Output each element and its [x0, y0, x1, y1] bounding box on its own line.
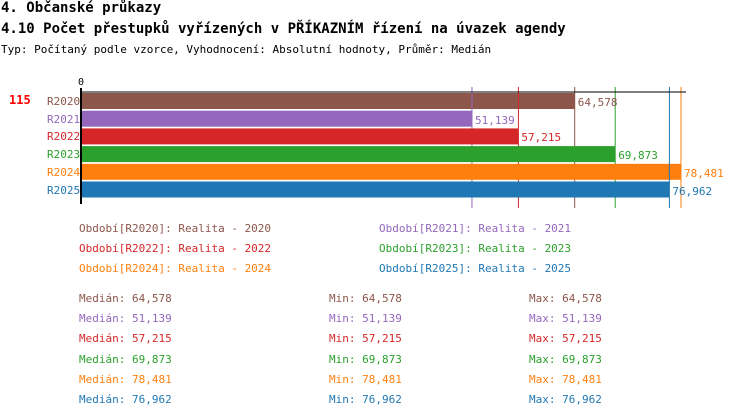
bar-R2023 — [81, 146, 616, 163]
stat-max: Max: 76,962 — [529, 393, 602, 406]
stat-min: Min: 78,481 — [329, 372, 402, 386]
section-title: 4. Občanské průkazy — [1, 0, 162, 16]
stat-median: Medián: 51,139 — [79, 312, 172, 326]
legend-entry: Období[R2023]: Realita - 2023 — [379, 242, 572, 255]
bar-R2020 — [81, 93, 575, 109]
legend-entry: Období[R2024]: Realita - 2024 — [79, 262, 272, 275]
stat-median: Medián: 78,481 — [79, 372, 172, 386]
data-label: 69,873 — [618, 149, 658, 163]
chart-title: 4.10 Počet přestupků vyřízených v PŘÍKAZ… — [1, 21, 566, 37]
stat-min: Min: 64,578 — [329, 292, 402, 305]
stat-median: Medián: 76,962 — [79, 393, 172, 406]
bar-R2021 — [81, 110, 472, 127]
category-label: R2023 — [47, 148, 81, 162]
category-label: R2021 — [47, 112, 81, 126]
data-label: 51,139 — [474, 113, 515, 127]
data-label: 64,578 — [577, 96, 618, 109]
legend-entry: Období[R2020]: Realita - 2020 — [79, 222, 272, 235]
category-label: R2020 — [47, 95, 81, 108]
stat-min: Min: 51,139 — [329, 312, 402, 326]
stat-max: Max: 78,481 — [529, 372, 602, 386]
stat-max: Max: 57,215 — [529, 332, 602, 346]
category-label: R2025 — [47, 183, 81, 197]
category-label: R2024 — [47, 165, 81, 179]
stat-median: Medián: 57,215 — [79, 332, 172, 346]
category-label: R2022 — [47, 130, 81, 144]
stat-max: Max: 51,139 — [529, 312, 602, 326]
rank-value: 115 — [9, 93, 31, 107]
bar-R2025 — [81, 181, 670, 198]
legend-entry: Období[R2021]: Realita - 2021 — [379, 222, 572, 235]
stat-max: Max: 64,578 — [529, 292, 602, 305]
stat-min: Min: 57,215 — [329, 332, 402, 346]
x-tick-0: 0 — [78, 77, 85, 88]
stat-median: Medián: 69,873 — [79, 352, 172, 366]
data-label: 57,215 — [521, 131, 562, 145]
stat-median: Medián: 64,578 — [79, 292, 172, 305]
stat-min: Min: 76,962 — [329, 393, 402, 406]
bar-R2024 — [81, 163, 681, 180]
stat-max: Max: 69,873 — [529, 352, 602, 366]
data-label: 78,481 — [684, 166, 724, 180]
data-label: 76,962 — [672, 184, 713, 198]
legend-entry: Období[R2025]: Realita - 2025 — [379, 262, 572, 275]
stat-min: Min: 69,873 — [329, 352, 402, 366]
chart-subtitle: Typ: Počítaný podle vzorce, Vyhodnocení:… — [1, 43, 492, 56]
bar-R2022 — [81, 128, 519, 145]
legend-entry: Období[R2022]: Realita - 2022 — [79, 242, 272, 255]
